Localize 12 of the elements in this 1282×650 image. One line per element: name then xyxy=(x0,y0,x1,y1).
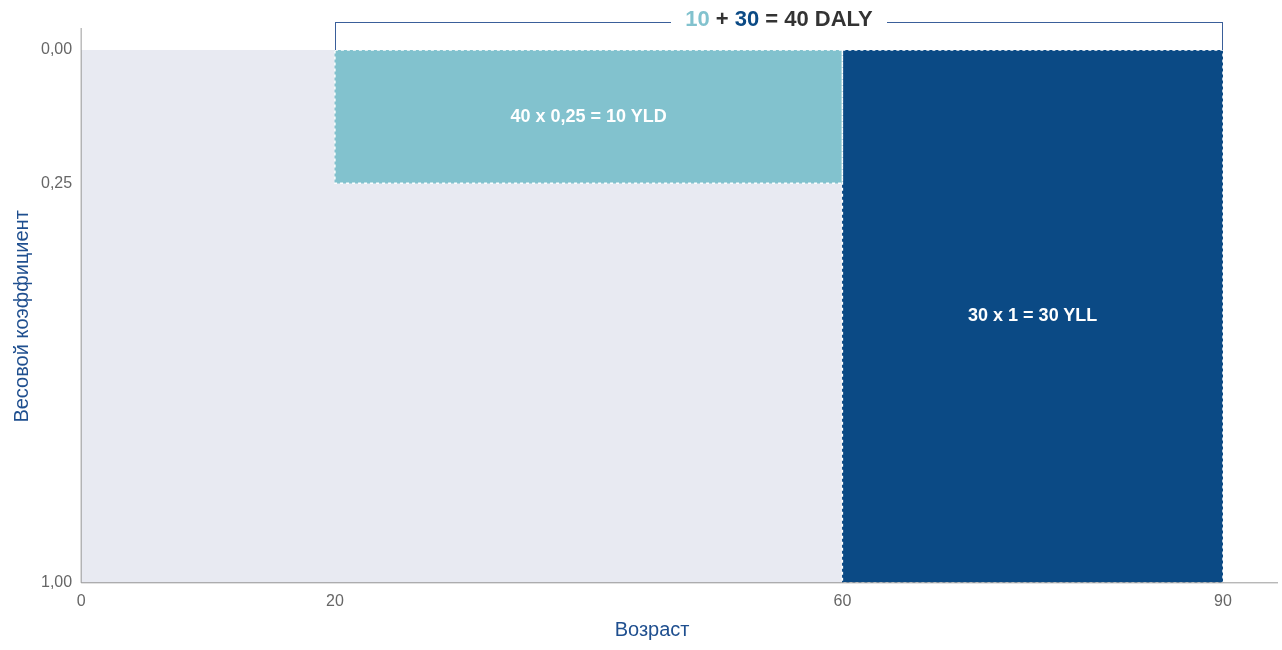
y-axis-title: Весовой коэффициент xyxy=(9,210,32,423)
y-tick-label: 0,00 xyxy=(41,40,73,58)
chart-title: 10 + 30 = 40 DALY xyxy=(685,6,874,32)
x-tick-label: 90 xyxy=(1214,591,1232,609)
y-tick-label: 0,25 xyxy=(41,173,73,191)
x-axis-title: Возраст xyxy=(614,617,690,640)
x-tick-label: 0 xyxy=(76,591,86,609)
x-tick-label: 20 xyxy=(325,591,344,609)
y-tick-label: 1,00 xyxy=(41,573,73,591)
annotation: 30 x 1 = 30 YLL xyxy=(968,305,1098,326)
annotation: 40 x 0,25 = 10 YLD xyxy=(510,105,667,126)
x-tick-label: 60 xyxy=(833,591,852,609)
